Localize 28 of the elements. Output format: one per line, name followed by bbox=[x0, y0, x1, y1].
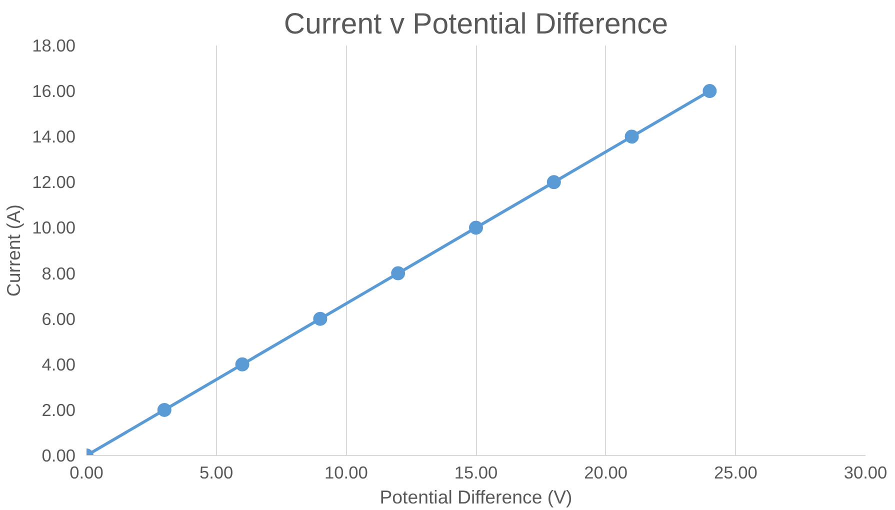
y-tick-label: 8.00 bbox=[42, 263, 76, 284]
point bbox=[313, 312, 328, 326]
point bbox=[624, 130, 639, 144]
x-axis-title: Potential Difference (V) bbox=[380, 486, 572, 508]
y-tick-label: 16.00 bbox=[32, 81, 76, 102]
point bbox=[391, 266, 406, 280]
x-tick-label: 5.00 bbox=[199, 462, 234, 482]
point bbox=[469, 220, 483, 235]
y-tick-label: 2.00 bbox=[42, 400, 76, 420]
x-tick-label: 30.00 bbox=[844, 462, 888, 482]
y-tick-label: 18.00 bbox=[32, 36, 76, 56]
point bbox=[157, 402, 172, 417]
chart-title: Current v Potential Difference bbox=[284, 8, 668, 40]
x-tick-label: 0.00 bbox=[70, 462, 104, 482]
point bbox=[702, 84, 717, 98]
point bbox=[235, 357, 250, 372]
y-tick-label: 4.00 bbox=[42, 354, 76, 374]
y-tick-label: 0.00 bbox=[42, 446, 76, 466]
x-tick-label: 25.00 bbox=[714, 462, 758, 482]
y-axis-title: Current (A) bbox=[3, 204, 24, 297]
x-tick-label: 15.00 bbox=[454, 462, 498, 482]
x-tick-label: 10.00 bbox=[324, 462, 368, 482]
y-tick-label: 10.00 bbox=[32, 218, 76, 238]
y-tick-label: 6.00 bbox=[42, 308, 76, 329]
point bbox=[546, 175, 561, 190]
y-tick-label: 12.00 bbox=[32, 172, 76, 192]
y-tick-label: 14.00 bbox=[32, 126, 76, 147]
x-tick-label: 20.00 bbox=[584, 462, 628, 482]
